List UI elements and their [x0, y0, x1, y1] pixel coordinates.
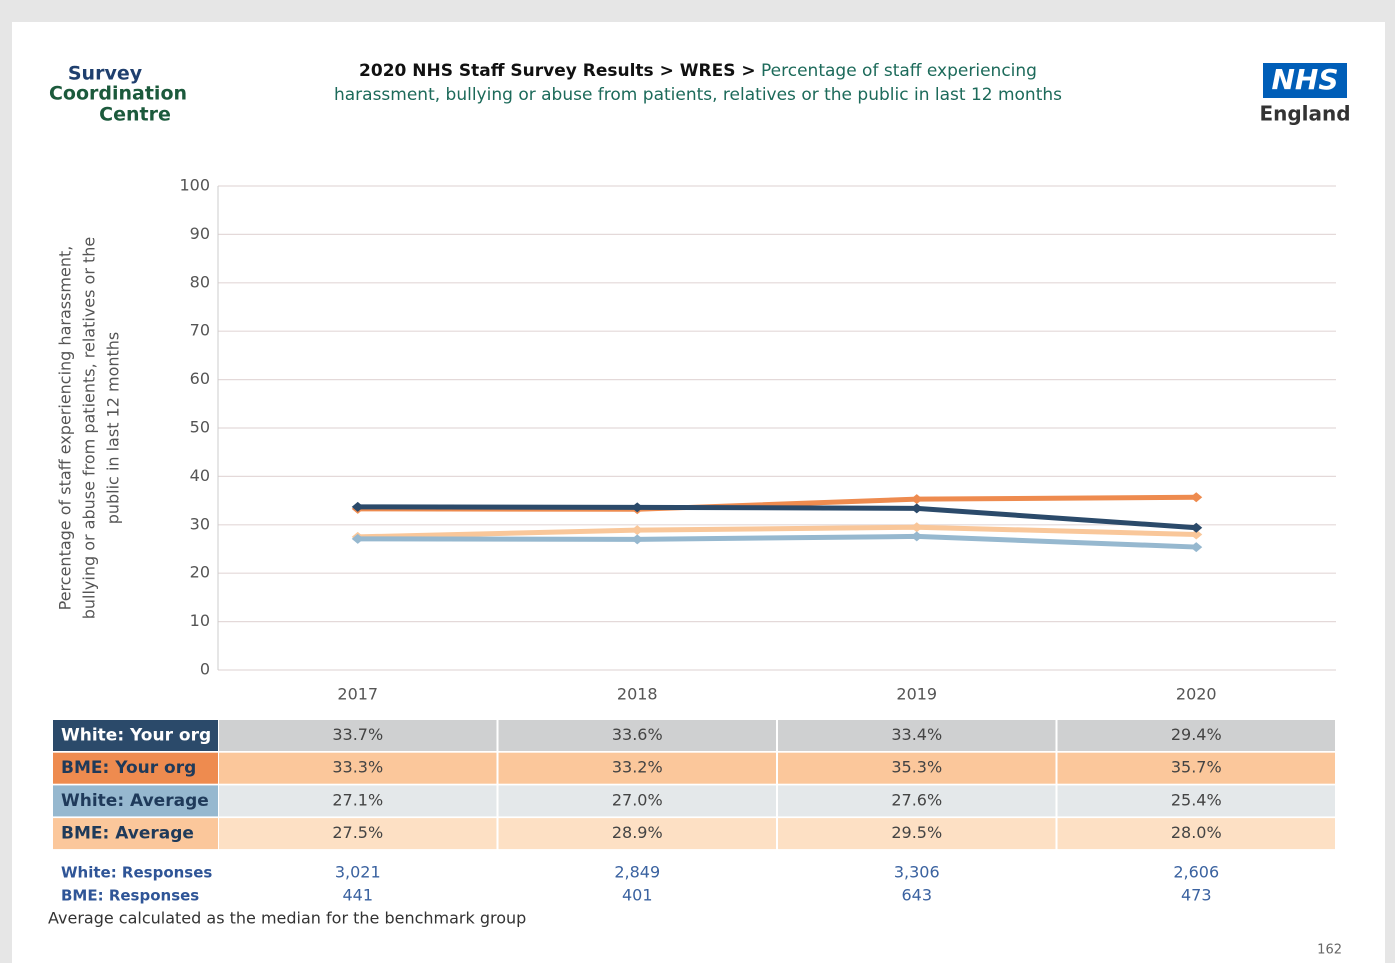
- x-tick-label: 2020: [1176, 685, 1217, 704]
- page-number: 162: [1317, 943, 1342, 958]
- y-tick-label: 30: [190, 514, 210, 533]
- point-marker: [1190, 529, 1203, 540]
- logo-line: Survey: [68, 63, 143, 85]
- cell-value: 29.5%: [891, 823, 942, 842]
- footnote: Average calculated as the median for the…: [48, 909, 526, 928]
- series-line: [357, 524, 1197, 540]
- point-marker: [1190, 522, 1203, 533]
- legend-label: BME: Your org: [61, 758, 196, 778]
- responses-value: 643: [901, 886, 932, 905]
- table-cell: [219, 785, 497, 817]
- y-tick-label: 60: [190, 369, 210, 388]
- x-tick-label: 2018: [617, 685, 658, 704]
- cell-value: 27.6%: [891, 790, 942, 809]
- cell-value: 33.7%: [332, 725, 383, 744]
- cell-value: 27.5%: [332, 823, 383, 842]
- title-line: 2020 NHS Staff Survey Results > WRES > P…: [359, 61, 1037, 81]
- table-cell: [778, 785, 1056, 817]
- point-marker: [910, 503, 923, 514]
- y-label-line: public in last 12 months: [104, 332, 123, 525]
- table-cell: [778, 818, 1056, 850]
- point-marker: [910, 522, 923, 533]
- y-tick-label: 20: [190, 563, 210, 582]
- point-marker: [631, 502, 644, 513]
- point-marker: [631, 534, 644, 545]
- responses-value: 401: [622, 886, 653, 905]
- table-cell: [1057, 720, 1335, 751]
- responses-value: 441: [342, 886, 373, 905]
- table-cell: [1057, 752, 1335, 784]
- cell-value: 33.4%: [891, 725, 942, 744]
- subtitle: harassment, bullying or abuse from patie…: [334, 85, 1062, 105]
- y-tick-label: 40: [190, 466, 210, 485]
- y-tick-label: 90: [190, 224, 210, 243]
- x-tick-label: 2017: [337, 685, 378, 704]
- nhs-mark: NHS: [1271, 63, 1338, 96]
- responses-value: 2,606: [1173, 863, 1219, 882]
- y-tick-label: 10: [190, 611, 210, 630]
- cell-value: 28.9%: [612, 823, 663, 842]
- table-cell: [498, 785, 776, 817]
- point-marker: [910, 494, 923, 505]
- legend-label: White: Your org: [61, 726, 211, 746]
- chart-title: 2020 NHS Staff Survey Results > WRES >: [359, 61, 756, 81]
- y-tick-label: 0: [200, 660, 210, 679]
- table-cell: [778, 720, 1056, 751]
- table-cell: [1057, 818, 1335, 850]
- y-tick-label: 100: [179, 176, 210, 195]
- table-cell: [498, 752, 776, 784]
- cell-value: 27.1%: [332, 790, 383, 809]
- y-tick-label: 70: [190, 321, 210, 340]
- legend-label: White: Average: [61, 791, 209, 811]
- legend-label: BME: Average: [61, 824, 194, 844]
- subtitle: Percentage of staff experiencing: [761, 61, 1037, 81]
- y-label-line: bullying or abuse from patients, relativ…: [80, 237, 99, 620]
- y-tick-label: 50: [190, 418, 210, 437]
- cell-value: 28.0%: [1171, 823, 1222, 842]
- row-label-bg: [53, 752, 218, 784]
- point-marker: [1190, 492, 1203, 503]
- series-line: [357, 504, 1197, 531]
- x-tick-label: 2019: [896, 685, 937, 704]
- point-marker: [351, 501, 364, 512]
- point-marker: [1190, 542, 1203, 553]
- cell-value: 33.2%: [612, 758, 663, 777]
- cell-value: 27.0%: [612, 790, 663, 809]
- table-cell: [778, 752, 1056, 784]
- y-axis-label: Percentage of staff experiencing harassm…: [56, 237, 123, 620]
- responses-value: 2,849: [614, 863, 660, 882]
- table-cell: [498, 818, 776, 850]
- responses-label: White: Responses: [61, 864, 212, 882]
- logo-line: Centre: [99, 104, 171, 126]
- table-cell: [219, 752, 497, 784]
- cell-value: 33.6%: [612, 725, 663, 744]
- table-cell: [1057, 785, 1335, 817]
- table-cell: [219, 720, 497, 751]
- responses-value: 3,306: [894, 863, 940, 882]
- table-cell: [219, 818, 497, 850]
- cell-value: 29.4%: [1171, 725, 1222, 744]
- y-tick-label: 80: [190, 272, 210, 291]
- point-marker: [351, 533, 364, 544]
- point-marker: [631, 525, 644, 536]
- row-label-bg: [53, 785, 218, 817]
- row-label-bg: [53, 720, 218, 751]
- cell-value: 35.3%: [891, 758, 942, 777]
- row-label-bg: [53, 818, 218, 850]
- cell-value: 35.7%: [1171, 758, 1222, 777]
- responses-value: 3,021: [335, 863, 381, 882]
- nhs-region: England: [1259, 102, 1350, 126]
- table-cell: [498, 720, 776, 751]
- responses-label: BME: Responses: [61, 887, 199, 905]
- responses-value: 473: [1181, 886, 1212, 905]
- series-line: [357, 533, 1197, 550]
- cell-value: 25.4%: [1171, 790, 1222, 809]
- point-marker: [910, 531, 923, 542]
- cell-value: 33.3%: [332, 758, 383, 777]
- y-label-line: Percentage of staff experiencing harassm…: [56, 246, 75, 611]
- logo-line: Coordination: [49, 83, 187, 105]
- nhs-box: [1263, 63, 1347, 98]
